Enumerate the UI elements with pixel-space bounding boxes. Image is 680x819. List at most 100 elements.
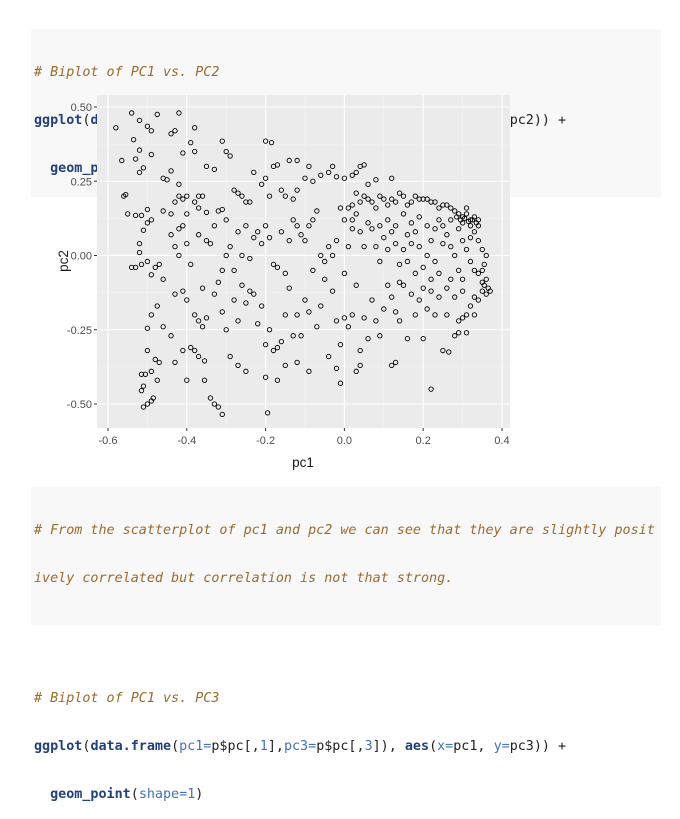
data-point bbox=[144, 325, 151, 331]
data-point bbox=[333, 237, 340, 244]
data-point bbox=[211, 166, 218, 173]
data-point bbox=[192, 347, 198, 354]
data-point bbox=[176, 110, 182, 116]
data-point bbox=[341, 315, 348, 321]
y-tick-label: -0.25 bbox=[67, 325, 92, 337]
data-point bbox=[128, 110, 135, 116]
data-point bbox=[138, 371, 145, 377]
data-point bbox=[479, 288, 485, 294]
data-point bbox=[282, 312, 288, 318]
data-point bbox=[373, 205, 379, 211]
data-point bbox=[247, 199, 253, 205]
data-point bbox=[286, 285, 292, 291]
data-point bbox=[251, 235, 257, 241]
data-point bbox=[357, 229, 363, 235]
data-point bbox=[436, 217, 442, 223]
data-point bbox=[404, 202, 411, 208]
data-point bbox=[172, 243, 178, 250]
axes: -0.6 -0.4 -0.2 0.0 0.2 0.4 0.50 0.25 0.00 -0.25 -0… bbox=[67, 102, 510, 447]
data-point bbox=[136, 147, 143, 153]
data-point bbox=[156, 359, 162, 366]
data-point bbox=[156, 261, 162, 268]
data-point bbox=[448, 205, 454, 211]
data-point bbox=[215, 404, 221, 410]
data-point bbox=[322, 276, 328, 282]
data-point bbox=[448, 243, 454, 250]
data-point bbox=[207, 395, 214, 401]
data-point bbox=[385, 246, 391, 253]
data-point bbox=[286, 157, 292, 164]
data-point bbox=[475, 237, 482, 244]
data-point bbox=[219, 206, 225, 213]
data-point bbox=[420, 336, 426, 342]
data-point bbox=[144, 401, 151, 407]
data-point bbox=[428, 276, 434, 282]
code-token: pc1= bbox=[179, 739, 212, 754]
data-point bbox=[436, 270, 442, 276]
data-point bbox=[396, 190, 403, 196]
data-point bbox=[223, 327, 229, 333]
data-point bbox=[465, 218, 472, 224]
data-point bbox=[168, 168, 174, 174]
data-point bbox=[286, 237, 292, 244]
data-point bbox=[184, 240, 190, 247]
data-point bbox=[168, 131, 174, 137]
data-point bbox=[160, 276, 166, 282]
code-token: x= bbox=[437, 739, 454, 754]
code-token: ( bbox=[130, 787, 139, 802]
data-point bbox=[333, 318, 340, 324]
data-point bbox=[361, 243, 367, 250]
data-point bbox=[377, 223, 383, 229]
data-point bbox=[357, 163, 363, 170]
code-token: ], bbox=[267, 739, 284, 754]
data-point bbox=[243, 300, 249, 306]
data-point bbox=[357, 347, 363, 354]
data-point bbox=[408, 220, 415, 226]
data-point bbox=[357, 362, 363, 369]
data-point bbox=[251, 291, 257, 297]
data-point bbox=[172, 199, 178, 205]
data-point bbox=[420, 285, 426, 291]
data-point bbox=[349, 172, 355, 178]
data-point bbox=[140, 227, 147, 233]
data-point bbox=[290, 333, 296, 339]
x-axis-label: pc1 bbox=[292, 455, 314, 470]
data-point bbox=[239, 193, 245, 199]
data-point bbox=[270, 261, 277, 268]
data-point bbox=[298, 232, 304, 238]
data-point bbox=[148, 128, 154, 134]
y-axis-label: pc2 bbox=[56, 250, 71, 272]
data-point bbox=[184, 193, 190, 199]
data-point bbox=[456, 226, 462, 232]
data-point bbox=[207, 240, 214, 247]
data-point bbox=[463, 312, 470, 318]
data-point bbox=[389, 362, 395, 369]
data-point bbox=[270, 347, 277, 354]
data-point bbox=[353, 190, 359, 196]
data-point bbox=[365, 220, 371, 226]
data-point bbox=[294, 312, 300, 318]
data-point bbox=[428, 199, 434, 205]
data-point bbox=[188, 344, 194, 351]
data-point bbox=[369, 199, 375, 205]
data-point bbox=[136, 240, 143, 247]
data-point bbox=[432, 199, 438, 205]
data-point bbox=[144, 220, 151, 226]
data-point bbox=[452, 208, 458, 214]
data-point bbox=[247, 255, 253, 262]
data-point bbox=[318, 303, 324, 309]
data-point bbox=[172, 128, 178, 134]
data-point bbox=[223, 148, 229, 155]
x-tick-label: -0.6 bbox=[99, 435, 118, 447]
data-point bbox=[353, 368, 359, 374]
code-chunk-2[interactable]: # From the scatterplot of pc1 and pc2 we… bbox=[31, 487, 661, 802]
data-point bbox=[259, 240, 265, 247]
data-point bbox=[381, 306, 387, 312]
data-point bbox=[270, 163, 277, 170]
data-point bbox=[361, 193, 367, 199]
data-point bbox=[452, 294, 458, 300]
data-point bbox=[262, 374, 269, 380]
data-point bbox=[389, 196, 395, 202]
data-point bbox=[428, 288, 434, 294]
data-point bbox=[432, 312, 438, 318]
